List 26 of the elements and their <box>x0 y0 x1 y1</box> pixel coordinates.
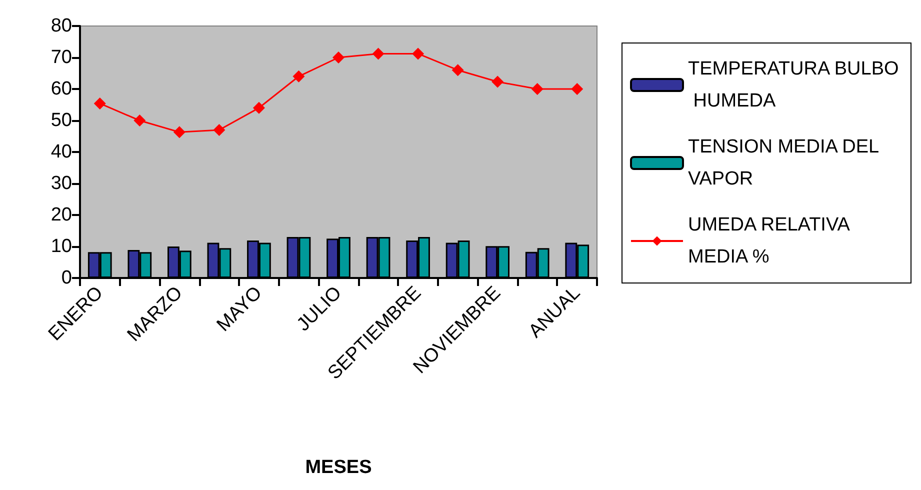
point <box>292 70 305 82</box>
point <box>571 83 584 95</box>
point <box>492 76 504 88</box>
point <box>531 83 544 95</box>
legend-label: UMEDA RELATIVA MEDIA % <box>688 214 854 268</box>
point <box>173 126 186 138</box>
point <box>332 52 344 64</box>
y-tick-label: 20 <box>50 204 72 226</box>
y-tick-label: 80 <box>50 16 72 36</box>
y-tick-label: 60 <box>50 78 72 100</box>
point <box>134 114 146 126</box>
point <box>452 64 464 76</box>
y-tick-label: 40 <box>50 142 72 162</box>
y-tick-label: 50 <box>50 110 72 131</box>
point <box>372 48 384 60</box>
legend-label: TEMPERATURA BULBO HUMEDA <box>688 58 899 112</box>
y-tick-label: 70 <box>50 47 72 68</box>
point <box>412 48 424 60</box>
y-tick-label: 0 <box>61 268 72 288</box>
x-axis-title: MESES <box>305 457 372 478</box>
legend-label: TENSION MEDIA DEL VAPOR <box>688 136 884 190</box>
point <box>213 124 226 136</box>
y-tick-label: 10 <box>50 236 72 257</box>
point <box>252 102 265 114</box>
point <box>94 97 106 110</box>
y-tick-label: 30 <box>50 173 72 194</box>
